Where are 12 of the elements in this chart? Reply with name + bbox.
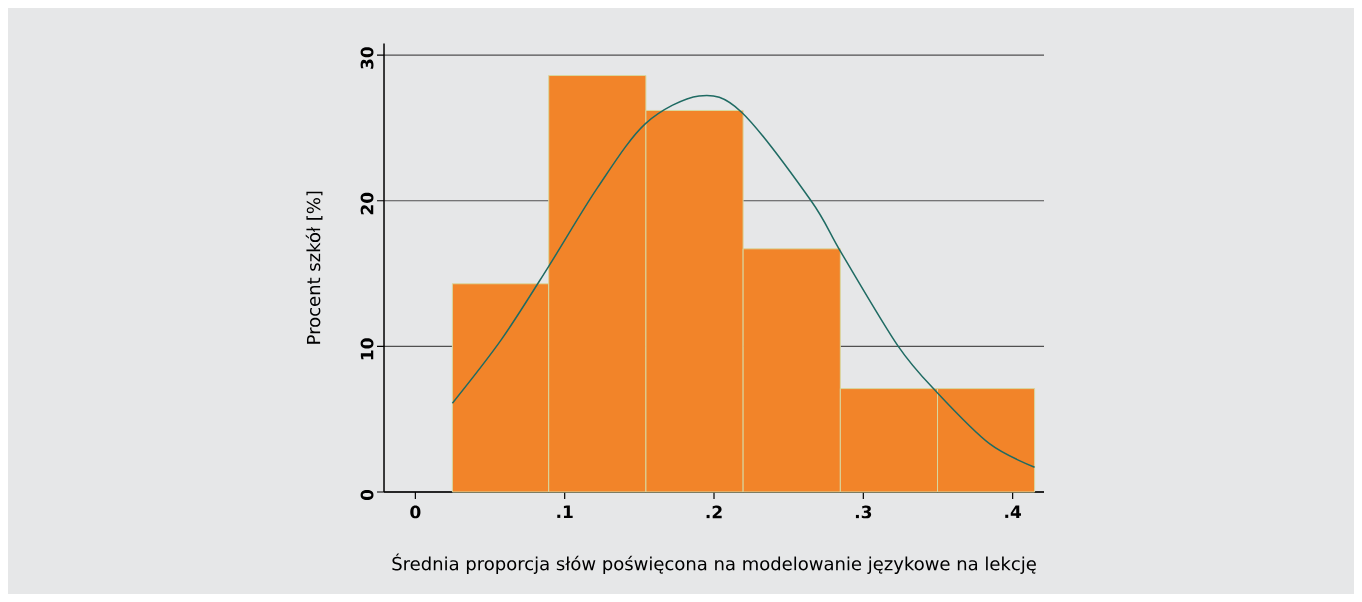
x-tick-label: 0 (410, 505, 421, 519)
y-tick-label: 20 (360, 192, 374, 215)
y-axis-title: Procent szkół [%] (305, 191, 323, 344)
x-tick-label: .1 (557, 505, 573, 518)
x-tick-label: .3 (855, 505, 872, 519)
x-axis-title: Średnia proporcja słów poświęcona na modelowanie językowe na lekcję (392, 553, 1036, 574)
x-tick-label: .4 (1005, 505, 1021, 518)
line-series (451, 94, 1036, 468)
x-tick-label: .2 (706, 505, 722, 519)
y-tick-label: 30 (360, 47, 374, 69)
y-tick-label: 0 (360, 489, 374, 501)
y-tick-label: 10 (360, 338, 374, 360)
